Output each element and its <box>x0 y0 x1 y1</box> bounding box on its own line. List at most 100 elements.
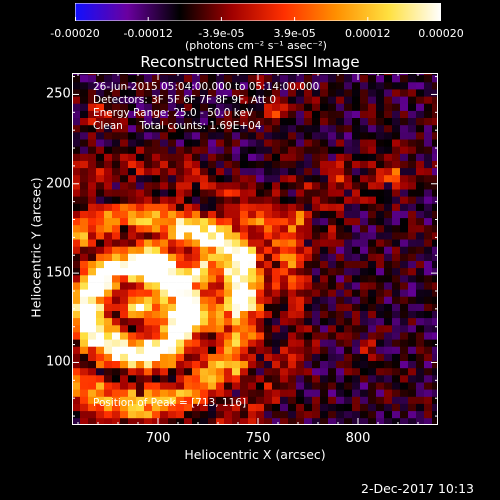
heatmap-cell <box>208 246 217 254</box>
heatmap-cell <box>136 232 145 240</box>
heatmap-cell <box>104 296 113 304</box>
heatmap-cell <box>136 174 145 183</box>
heatmap-cell <box>424 210 433 219</box>
heatmap-cell <box>384 339 393 347</box>
heatmap-cell <box>232 360 241 369</box>
heatmap-cell <box>104 189 113 197</box>
heatmap-cell <box>80 296 89 304</box>
heatmap-cell <box>248 296 257 304</box>
heatmap-cell <box>384 210 393 219</box>
heatmap-cell <box>296 417 305 425</box>
heatmap-cell <box>120 110 129 118</box>
heatmap-cell <box>144 167 153 176</box>
heatmap-cell <box>280 289 289 297</box>
heatmap-cell <box>72 303 81 311</box>
heatmap-cell <box>112 367 121 376</box>
heatmap-cell <box>136 282 145 290</box>
heatmap-cell <box>368 274 377 283</box>
heatmap-cell <box>368 246 377 254</box>
heatmap-cell <box>208 74 217 83</box>
heatmap-cell <box>296 367 305 376</box>
heatmap-cell <box>80 417 89 425</box>
heatmap-cell <box>416 396 425 404</box>
heatmap-cell <box>96 96 105 104</box>
heatmap-cell <box>128 289 137 297</box>
heatmap-cell <box>424 332 433 340</box>
heatmap-cell <box>152 217 161 226</box>
heatmap-cell <box>104 217 113 226</box>
heatmap-cell <box>224 103 233 111</box>
heatmap-cell <box>432 396 438 404</box>
heatmap-cell <box>288 289 297 297</box>
heatmap-cell <box>368 410 377 419</box>
heatmap-cell <box>112 132 121 140</box>
heatmap-cell <box>88 274 97 283</box>
heatmap-cell <box>288 74 297 83</box>
heatmap-cell <box>168 260 177 269</box>
heatmap-cell <box>144 103 153 111</box>
heatmap-cell <box>264 353 273 361</box>
heatmap-cell <box>96 367 105 376</box>
heatmap-cell <box>112 253 121 261</box>
heatmap-cell <box>400 224 409 233</box>
heatmap-cell <box>152 382 161 390</box>
heatmap-cell <box>312 417 321 425</box>
heatmap-cell <box>408 324 417 333</box>
heatmap-cell <box>424 132 433 140</box>
heatmap-cell <box>256 396 265 404</box>
heatmap-cell <box>72 89 81 97</box>
heatmap-cell <box>176 332 185 340</box>
heatmap-cell <box>224 196 233 204</box>
heatmap-cell <box>216 403 225 412</box>
heatmap-cell <box>176 217 185 226</box>
heatmap-cell <box>272 246 281 254</box>
heatmap-cell <box>368 253 377 261</box>
heatmap-cell <box>160 73 169 76</box>
heatmap-cell <box>136 296 145 304</box>
heatmap-cell <box>104 389 113 397</box>
heatmap-cell <box>72 160 81 169</box>
heatmap-cell <box>256 410 265 419</box>
heatmap-cell <box>160 117 169 126</box>
heatmap-cell <box>288 353 297 361</box>
heatmap-cell <box>360 303 369 311</box>
heatmap-cell <box>160 153 169 161</box>
heatmap-cell <box>376 167 385 176</box>
heatmap-cell <box>328 110 337 118</box>
heatmap-cell <box>408 96 417 104</box>
heatmap-cell <box>352 296 361 304</box>
heatmap-cell <box>216 132 225 140</box>
heatmap-cell <box>152 260 161 269</box>
heatmap-cell <box>96 146 105 154</box>
heatmap-cell <box>304 96 313 104</box>
heatmap-cell <box>384 81 393 90</box>
heatmap-cell <box>136 146 145 154</box>
heatmap-cell <box>176 132 185 140</box>
heatmap-cell <box>232 296 241 304</box>
heatmap-cell <box>120 274 129 283</box>
heatmap-cell <box>104 110 113 118</box>
heatmap-cell <box>184 182 193 190</box>
heatmap-cell <box>72 189 81 197</box>
heatmap-cell <box>296 260 305 269</box>
heatmap-cell <box>200 260 209 269</box>
heatmap-cell <box>240 73 249 76</box>
heatmap-cell <box>336 146 345 154</box>
heatmap-cell <box>264 417 273 425</box>
heatmap-cell <box>272 146 281 154</box>
heatmap-cell <box>352 139 361 147</box>
heatmap-cell <box>400 282 409 290</box>
heatmap-cell <box>96 132 105 140</box>
heatmap-cell <box>368 353 377 361</box>
heatmap-cell <box>88 282 97 290</box>
heatmap-cell <box>376 282 385 290</box>
heatmap-cell <box>272 174 281 183</box>
heatmap-cell <box>88 375 97 383</box>
heatmap-cell <box>120 210 129 219</box>
heatmap-cell <box>376 217 385 226</box>
heatmap-cell <box>312 103 321 111</box>
heatmap-cell <box>264 196 273 204</box>
heatmap-cell <box>336 375 345 383</box>
heatmap-cell <box>160 396 169 404</box>
heatmap-cell <box>280 389 289 397</box>
